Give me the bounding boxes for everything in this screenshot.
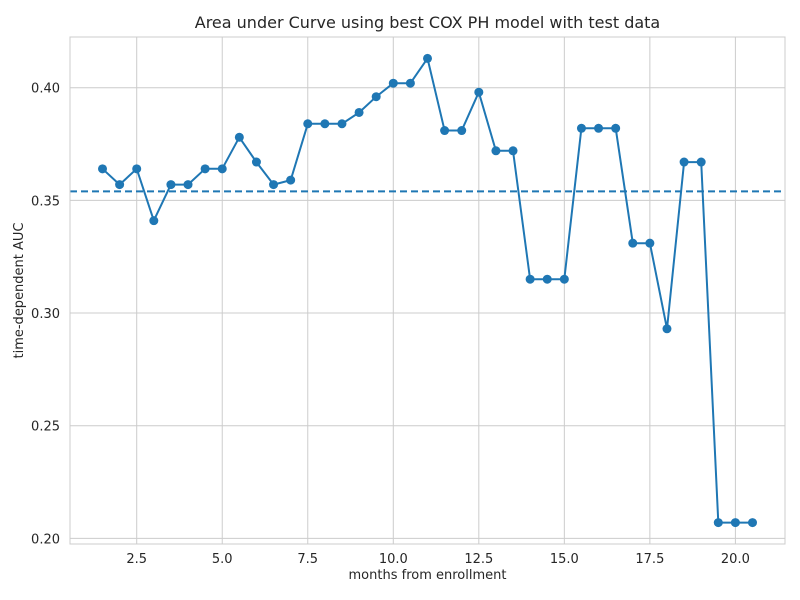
data-point xyxy=(748,518,757,528)
data-point xyxy=(679,157,689,167)
data-point xyxy=(303,119,313,129)
data-point xyxy=(286,175,296,185)
plot-area xyxy=(69,36,786,545)
series-group xyxy=(98,53,757,528)
data-point xyxy=(183,180,193,190)
data-point xyxy=(269,180,279,190)
x-tick-label: 12.5 xyxy=(464,552,493,567)
data-point xyxy=(559,274,569,284)
data-point xyxy=(713,518,723,528)
x-axis-label: months from enrollment xyxy=(349,568,507,583)
x-tick-label: 7.5 xyxy=(297,552,318,567)
data-point xyxy=(611,123,621,133)
y-tick-label: 0.20 xyxy=(31,532,60,547)
y-tick-label: 0.30 xyxy=(31,307,60,322)
data-point xyxy=(320,119,330,129)
data-point xyxy=(594,123,604,133)
y-tick-label: 0.35 xyxy=(31,194,60,209)
data-point xyxy=(251,157,261,167)
data-point xyxy=(423,53,432,63)
chart-title: Area under Curve using best COX PH model… xyxy=(195,13,660,32)
data-point xyxy=(696,157,706,167)
series-line xyxy=(101,57,753,524)
data-point xyxy=(405,78,415,88)
data-point xyxy=(371,92,381,102)
data-point xyxy=(132,164,142,174)
data-point xyxy=(576,123,586,133)
data-point xyxy=(166,180,176,190)
y-tick-label: 0.40 xyxy=(31,82,60,97)
data-point xyxy=(337,119,347,129)
data-point xyxy=(217,164,227,174)
data-point xyxy=(200,164,210,174)
grid xyxy=(70,37,785,544)
data-point xyxy=(149,216,159,226)
x-tick-label: 15.0 xyxy=(550,552,579,567)
x-tick-label: 17.5 xyxy=(635,552,664,567)
data-point xyxy=(98,164,107,174)
data-point xyxy=(730,518,740,528)
data-point xyxy=(354,107,364,117)
data-point xyxy=(662,324,672,334)
data-point xyxy=(525,274,535,284)
x-tick-label: 20.0 xyxy=(721,552,750,567)
x-tick-labels: 2.5 5.0 7.5 10.0 12.5 15.0 17.5 20.0 xyxy=(126,552,750,567)
data-point xyxy=(388,78,398,88)
data-point xyxy=(457,126,467,136)
data-point xyxy=(491,146,501,156)
data-point xyxy=(474,87,484,97)
x-tick-label: 10.0 xyxy=(379,552,408,567)
data-point xyxy=(440,126,450,136)
data-point xyxy=(645,238,655,248)
x-tick-label: 2.5 xyxy=(126,552,147,567)
y-axis-label: time-dependent AUC xyxy=(12,222,27,358)
y-tick-label: 0.25 xyxy=(31,420,60,435)
data-point xyxy=(234,132,244,142)
data-point xyxy=(542,274,552,284)
y-tick-labels: 0.20 0.25 0.30 0.35 0.40 xyxy=(31,82,60,548)
data-point xyxy=(115,180,125,190)
data-point xyxy=(508,146,518,156)
x-tick-label: 5.0 xyxy=(212,552,233,567)
data-point xyxy=(628,238,638,248)
